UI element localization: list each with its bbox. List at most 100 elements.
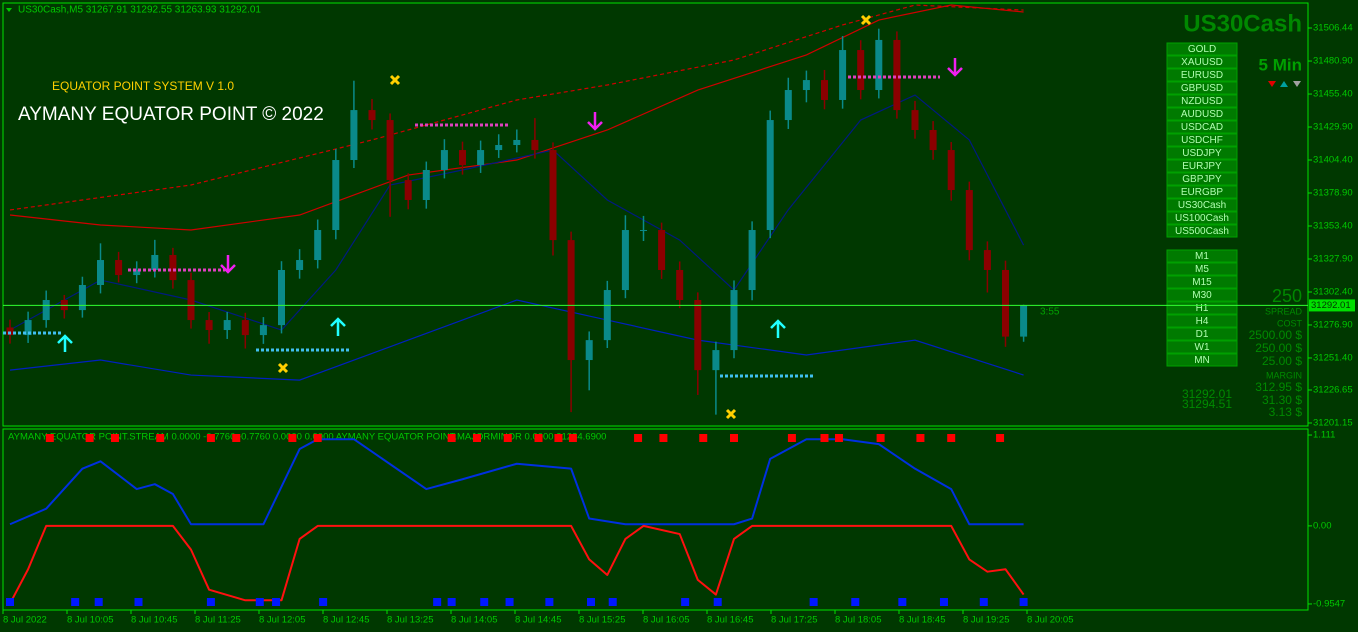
candle-body	[603, 290, 611, 341]
y-tick-label: 31455.40	[1313, 89, 1353, 100]
indicator-line	[9, 299, 1024, 381]
timeframe-button[interactable]	[1166, 249, 1238, 263]
y-tick-label: 31302.40	[1313, 287, 1353, 298]
candle-body	[241, 320, 249, 336]
symbol-label: NZDUSD	[1181, 96, 1223, 107]
sell-signal	[876, 434, 885, 442]
timeframe-label: M15	[1192, 277, 1212, 288]
symbol-button[interactable]	[1166, 159, 1238, 173]
buy-signal	[255, 598, 264, 606]
candle-body	[477, 150, 485, 166]
timeframe-button[interactable]	[1166, 262, 1238, 276]
symbol-button[interactable]	[1166, 120, 1238, 134]
symbol-button[interactable]	[1166, 185, 1238, 199]
candle-body	[730, 290, 738, 351]
symbol-button[interactable]	[1166, 224, 1238, 238]
sell-signal	[568, 434, 577, 442]
buy-signal	[480, 598, 489, 606]
indicator-line	[9, 94, 1025, 331]
symbol-label: US500Cash	[1175, 226, 1229, 237]
candle-body	[947, 150, 955, 191]
sell-signal	[447, 434, 456, 442]
timeframe-button[interactable]	[1166, 327, 1238, 341]
symbol-big: US30Cash	[1183, 10, 1302, 37]
buy-signal	[272, 598, 281, 606]
symbol-label: US30Cash	[1178, 200, 1226, 211]
symbol-label: USDCHF	[1181, 135, 1223, 146]
timeframe-label: M1	[1195, 251, 1209, 262]
symbol-button[interactable]	[1166, 172, 1238, 186]
margin: 312.95 $	[1255, 380, 1302, 394]
x-tick-label: 8 Jul 10:45	[131, 615, 177, 626]
timeframe-label: MN	[1194, 355, 1210, 366]
candle-body	[133, 269, 141, 276]
y-tick-label: -0.9547	[1313, 598, 1345, 609]
x-tick-label: 8 Jul 12:05	[259, 615, 305, 626]
buy-signal	[979, 598, 988, 606]
timeframe-button[interactable]	[1166, 353, 1238, 367]
buy-signal	[433, 598, 442, 606]
buy-signal	[809, 598, 818, 606]
buy-signal	[545, 598, 554, 606]
y-tick-label: 31378.90	[1313, 188, 1353, 199]
timeframe-label: 5 Min	[1259, 55, 1302, 74]
buy-signal	[319, 598, 328, 606]
symbol-button[interactable]	[1166, 81, 1238, 95]
y-tick-label: 31404.40	[1313, 155, 1353, 166]
symbol-button[interactable]	[1166, 198, 1238, 212]
candle-body	[350, 110, 358, 161]
buy-signal	[587, 598, 596, 606]
trend-up	[1280, 81, 1288, 87]
menu-arrow[interactable]	[6, 8, 12, 12]
x-marker	[860, 14, 872, 26]
sell-signal	[206, 434, 215, 442]
x-tick-label: 8 Jul 18:05	[835, 615, 881, 626]
sell-signal	[534, 434, 543, 442]
up-arrow	[330, 317, 346, 336]
down-arrows	[220, 58, 963, 274]
timeframe-label: H4	[1196, 316, 1209, 327]
up-arrow	[57, 334, 73, 352]
symbol-label: GBPJPY	[1182, 174, 1222, 185]
candle-body	[857, 50, 865, 91]
x-tick-label: 8 Jul 17:25	[771, 615, 817, 626]
bar-timer: 3:55	[1040, 307, 1060, 318]
candle-body	[549, 150, 557, 241]
main-frame	[2, 2, 1309, 427]
x-tick-label: 8 Jul 14:05	[451, 615, 497, 626]
candle-body	[495, 145, 503, 151]
cost: 2500.00 $	[1249, 328, 1303, 342]
candle-body	[296, 260, 304, 270]
sell-signal	[313, 434, 322, 442]
sell-signal	[85, 434, 94, 442]
symbol-button[interactable]	[1166, 133, 1238, 147]
sell-signal	[699, 434, 708, 442]
candle-body	[676, 269, 684, 301]
timeframe-button[interactable]	[1166, 288, 1238, 302]
sell-signal	[916, 434, 925, 442]
symbol-button[interactable]	[1166, 107, 1238, 121]
sell-signal	[730, 434, 738, 442]
symbol-button[interactable]	[1166, 55, 1238, 69]
down-arrow	[220, 255, 236, 274]
timeframe-button[interactable]	[1166, 275, 1238, 289]
candle-body	[658, 230, 666, 270]
symbol-button[interactable]	[1166, 42, 1238, 56]
candle-body	[802, 80, 810, 91]
symbol-button[interactable]	[1166, 94, 1238, 108]
timeframe-button[interactable]	[1166, 340, 1238, 354]
down-arrow	[587, 112, 603, 131]
candle-body	[1020, 305, 1028, 337]
timeframe-button[interactable]	[1166, 314, 1238, 328]
candle-body	[368, 110, 376, 121]
symbol-button[interactable]	[1166, 211, 1238, 225]
indicator-frame	[2, 428, 1309, 611]
y-tick-label: 0.00	[1313, 520, 1332, 531]
candle-body	[1002, 269, 1009, 337]
indicator-line	[9, 4, 1024, 231]
symbol-button[interactable]	[1166, 146, 1238, 160]
candle-body	[259, 325, 267, 336]
symbol-button[interactable]	[1166, 68, 1238, 82]
symbol-label: EURGBP	[1181, 187, 1224, 198]
